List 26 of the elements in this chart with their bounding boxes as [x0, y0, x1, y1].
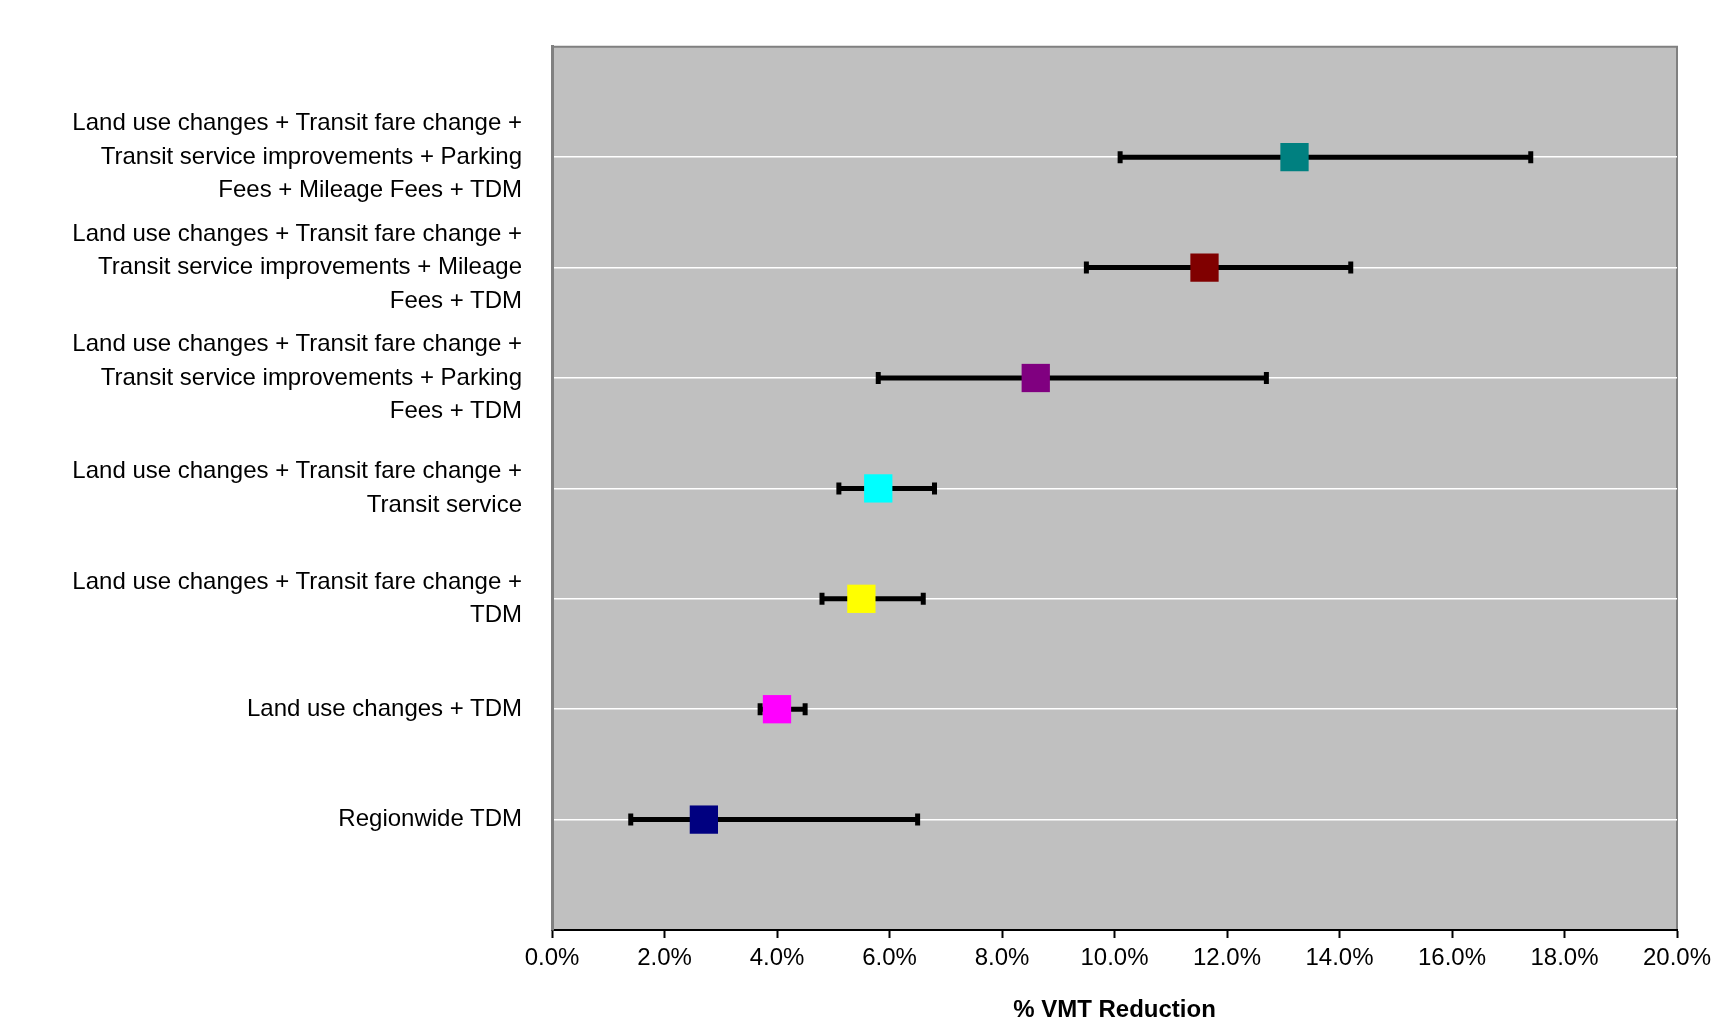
- point: [762, 695, 792, 724]
- x-tick-label: 20.0%: [1642, 943, 1712, 971]
- point: [847, 584, 876, 613]
- x-tick-label: 14.0%: [1305, 943, 1374, 971]
- x-tick-label: 12.0%: [1192, 943, 1262, 971]
- x-tick-label: 2.0%: [637, 943, 692, 971]
- x-tick-label: 10.0%: [1080, 943, 1149, 971]
- y-tick-label: Land use changes + Transit fare change + Transit service improvements + Mileage Fees + TDM: [72, 218, 522, 313]
- y-tick-label: Land use changes + Transit fare change + Transit service improvements + Parking Fees + Mileage Fees + TDM: [72, 108, 522, 203]
- y-tick-label: Land use changes + TDM: [246, 693, 522, 721]
- x-tick-label: 4.0%: [749, 943, 805, 971]
- x-tick-label: 0.0%: [524, 943, 580, 971]
- x-tick-label: 18.0%: [1530, 943, 1599, 971]
- y-tick-label: Land use changes + Transit fare change + Transit service improvements + Parking Fees + TDM: [72, 329, 522, 424]
- point: [1190, 253, 1219, 282]
- x-tick-label: 6.0%: [862, 943, 917, 971]
- y-tick-label: Land use changes + Transit fare change + TDM: [72, 566, 522, 628]
- point: [689, 805, 719, 834]
- x-tick-label: 16.0%: [1417, 943, 1487, 971]
- y-tick-label: Regionwide TDM: [338, 804, 522, 832]
- x-tick-label: 8.0%: [974, 943, 1030, 971]
- point: [864, 474, 893, 503]
- y-tick-label: Land use changes + Transit fare change + Transit service: [72, 456, 522, 517]
- point: [1021, 363, 1050, 393]
- point: [1280, 143, 1309, 172]
- x-axis-title: % VMT Reduction: [1013, 995, 1216, 1023]
